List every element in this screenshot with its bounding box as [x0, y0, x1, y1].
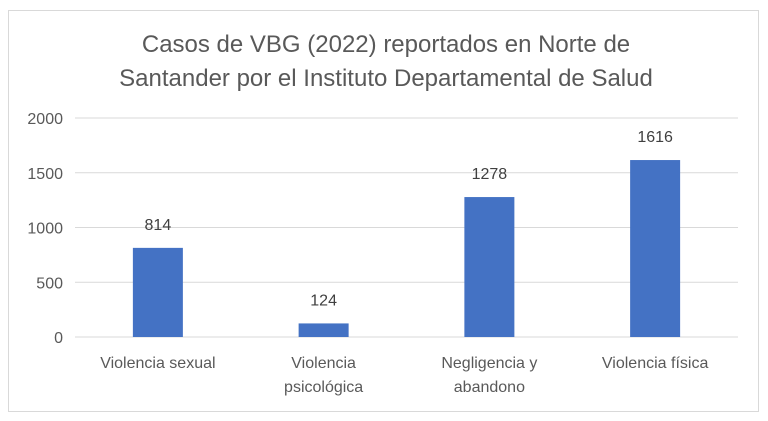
bar-1 — [132, 247, 183, 337]
bar-3 — [464, 197, 515, 337]
category-label-4-line-1: Violencia física — [602, 355, 709, 372]
bar-4 — [630, 160, 681, 337]
category-label-3-line-2: abandono — [454, 379, 525, 396]
data-label-4: 1616 — [637, 129, 673, 146]
category-label-2-line-2: psicológica — [284, 379, 363, 396]
data-label-3: 1278 — [472, 166, 508, 183]
category-label-1-line-1: Violencia sexual — [100, 355, 215, 372]
bars — [132, 160, 681, 337]
chart-title: Casos de VBG (2022) reportados en Norte … — [119, 31, 653, 92]
y-tick-label-0: 0 — [54, 330, 63, 347]
y-tick-label-500: 500 — [36, 275, 63, 292]
chart-title-line-2: Santander por el Instituto Departamental… — [119, 65, 653, 92]
data-label-2: 124 — [310, 292, 337, 309]
grid-lines — [75, 117, 738, 338]
y-axis-ticks: 0 500 1000 1500 2000 — [27, 111, 63, 347]
category-label-2-line-1: Violencia — [291, 355, 356, 372]
y-tick-label-2000: 2000 — [27, 111, 63, 128]
data-label-1: 814 — [145, 217, 172, 234]
category-label-3-line-1: Negligencia y — [441, 355, 537, 372]
chart-title-line-1: Casos de VBG (2022) reportados en Norte … — [142, 31, 630, 58]
y-tick-label-1500: 1500 — [27, 166, 63, 183]
category-labels: Violencia sexual Violencia psicológica Negl… — [100, 355, 708, 396]
data-labels: 814 124 1278 1616 — [145, 129, 674, 309]
bar-2 — [298, 323, 349, 337]
y-tick-label-1000: 1000 — [27, 221, 63, 238]
